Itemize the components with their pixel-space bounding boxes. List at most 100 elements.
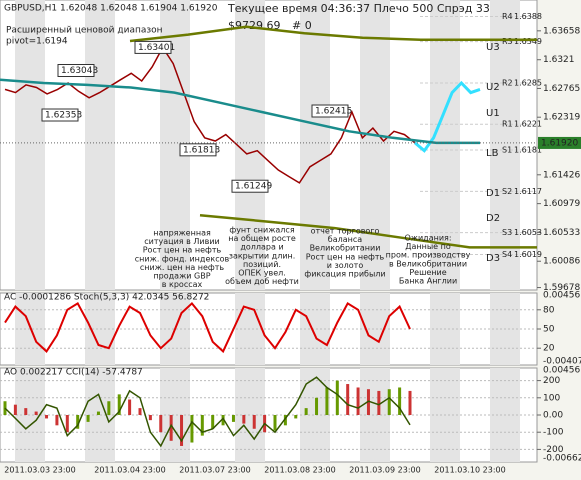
pivot-name: S1 bbox=[502, 146, 512, 155]
y-tick-label: 200 bbox=[543, 376, 560, 386]
ao-bar bbox=[398, 387, 402, 415]
annotation: пром. производству bbox=[386, 251, 471, 260]
y-tick-label: 80 bbox=[543, 305, 555, 315]
y-tick-label: 0.00 bbox=[543, 411, 563, 421]
y-tick-label: 1.59678 bbox=[543, 283, 580, 293]
ao-bar bbox=[377, 390, 381, 415]
scale-label: 0.00456 bbox=[543, 291, 580, 301]
stoch-line bbox=[4, 301, 411, 354]
forecast-line bbox=[414, 80, 481, 153]
ao-bar bbox=[273, 415, 277, 431]
ao-bar bbox=[169, 415, 173, 441]
pivot-value: 1.6221 bbox=[514, 120, 542, 129]
price-label-box bbox=[231, 179, 269, 193]
y-tick-label: 20 bbox=[543, 344, 555, 354]
pivot-name: S3 bbox=[502, 228, 512, 237]
channel-label: D3 bbox=[486, 253, 500, 264]
y-tick-label: 1.62765 bbox=[543, 84, 580, 94]
ao-bar bbox=[190, 415, 194, 443]
ao-bar bbox=[387, 389, 391, 415]
y-tick-label: 1.60086 bbox=[543, 257, 580, 267]
pivot-value: 1.6117 bbox=[514, 187, 542, 196]
channel-label: U1 bbox=[486, 108, 500, 119]
channel-label: U3 bbox=[486, 42, 500, 53]
ma-line bbox=[0, 78, 480, 145]
ao-bar bbox=[24, 408, 28, 415]
annotation: на общем росте bbox=[228, 234, 296, 243]
pivot-name: S4 bbox=[502, 250, 512, 259]
ao-bar bbox=[128, 399, 132, 415]
ao-bar bbox=[96, 411, 100, 415]
price-label: 1.63043 bbox=[61, 66, 98, 76]
channel-label: D1 bbox=[486, 188, 500, 199]
ao-bar bbox=[65, 415, 69, 433]
ao-bar bbox=[117, 394, 121, 415]
y-tick-label: 1.61426 bbox=[543, 170, 580, 180]
session-stripe bbox=[360, 0, 390, 290]
annotation: закрытии длин. bbox=[229, 251, 296, 260]
ao-bar bbox=[86, 415, 90, 422]
ao-bar bbox=[252, 415, 256, 429]
annotation: Рост цен на нефть bbox=[306, 252, 385, 261]
ao-bar bbox=[200, 415, 204, 436]
pivot-value: 1.6388 bbox=[514, 12, 542, 21]
annotation: в кроссах bbox=[162, 280, 203, 289]
price-label: 1.62353 bbox=[45, 111, 82, 121]
ao-bar bbox=[138, 408, 142, 415]
pivot-value: 1.6181 bbox=[514, 146, 542, 155]
y-tick-label: 1.63658 bbox=[543, 26, 580, 36]
orders: # 0 bbox=[292, 19, 312, 32]
session-stripe bbox=[85, 0, 115, 290]
scale-label: -0.00407 bbox=[543, 357, 581, 367]
pivot-value: 1.6019 bbox=[514, 250, 542, 259]
pivot-name: R3 bbox=[502, 37, 513, 46]
cci-line bbox=[4, 376, 411, 448]
ao-bar bbox=[221, 415, 225, 426]
ao-bar bbox=[242, 415, 246, 424]
annotation: фиксация прибыли bbox=[304, 270, 385, 279]
price-label: 1.62415 bbox=[315, 107, 352, 117]
panel-title: AC -0.0001286 Stoch(5,3,3) 42.0345 56.82… bbox=[4, 293, 209, 303]
ao-bar bbox=[231, 415, 235, 422]
session-stripe bbox=[490, 0, 520, 290]
range-title: Расширенный ценовой диапазон bbox=[6, 26, 163, 36]
channel-label: U2 bbox=[486, 82, 500, 93]
ao-bar bbox=[325, 387, 329, 415]
ao-bar bbox=[180, 415, 184, 446]
ao-bar bbox=[13, 404, 17, 415]
annotation: ОПЕК увел. bbox=[238, 269, 286, 278]
y-tick-label: 1.60979 bbox=[543, 199, 580, 209]
price-label-box bbox=[41, 108, 79, 122]
pivot-value: 1.6053 bbox=[514, 228, 542, 237]
annotation: отчет торгового bbox=[311, 227, 380, 236]
scale-label: 0.00456 bbox=[543, 366, 580, 376]
ao-bar bbox=[408, 390, 412, 415]
annotation: Данные по bbox=[405, 242, 451, 251]
ao-bar bbox=[159, 415, 163, 433]
upper-line bbox=[129, 25, 537, 43]
ao-bar bbox=[294, 415, 298, 419]
annotation: доллара и bbox=[240, 243, 283, 252]
y-tick-label: 1.6321 bbox=[543, 55, 575, 65]
annotation: ситуация в Ливии bbox=[144, 237, 219, 246]
annotation: фунт снижался bbox=[229, 226, 294, 235]
date-label: 2011.03.07 23:00 bbox=[179, 466, 250, 475]
annotation: напряженная bbox=[153, 229, 211, 238]
session-stripe bbox=[300, 0, 330, 290]
panel-title: AO 0.002217 CCI(14) -57.4787 bbox=[4, 368, 143, 378]
ao-bar bbox=[356, 387, 360, 415]
pivot-value: 1.6349 bbox=[514, 37, 542, 46]
symbol: GBPUSD,H1 1.62048 1.62048 1.61904 1.6192… bbox=[4, 4, 218, 14]
price-label-box bbox=[179, 143, 217, 157]
annotation: объем доб нефти bbox=[225, 277, 299, 286]
pivot-name: R2 bbox=[502, 78, 513, 87]
price-label-box bbox=[134, 40, 172, 54]
annotation: Ожидания: bbox=[404, 234, 451, 243]
pivot-value: 1.6285 bbox=[514, 78, 542, 87]
date-label: 2011.03.10 23:00 bbox=[434, 466, 505, 475]
ao-bar bbox=[76, 415, 80, 429]
annotation: Великобритании bbox=[310, 244, 381, 253]
annotation: продажи GBP bbox=[153, 272, 210, 281]
y-tick-label: -200 bbox=[543, 445, 564, 455]
